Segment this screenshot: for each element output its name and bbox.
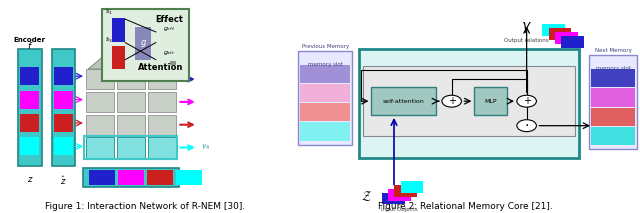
FancyBboxPatch shape xyxy=(542,24,565,36)
FancyBboxPatch shape xyxy=(54,114,73,132)
FancyBboxPatch shape xyxy=(20,114,39,132)
FancyBboxPatch shape xyxy=(118,171,144,184)
Text: ·: · xyxy=(524,119,529,133)
FancyBboxPatch shape xyxy=(20,67,39,85)
FancyBboxPatch shape xyxy=(170,61,176,65)
Text: Effect: Effect xyxy=(156,15,184,24)
FancyBboxPatch shape xyxy=(112,46,125,69)
Text: $\gamma_4$: $\gamma_4$ xyxy=(200,143,210,152)
FancyBboxPatch shape xyxy=(474,87,508,115)
Circle shape xyxy=(517,120,536,132)
Text: Figure 2: Relational Memory Core [21].: Figure 2: Relational Memory Core [21]. xyxy=(378,202,553,211)
FancyBboxPatch shape xyxy=(148,92,176,112)
Text: $\mathcal{Z}$: $\mathcal{Z}$ xyxy=(360,189,371,203)
FancyBboxPatch shape xyxy=(86,137,113,158)
FancyBboxPatch shape xyxy=(86,69,113,89)
FancyBboxPatch shape xyxy=(591,108,635,126)
Text: MLP: MLP xyxy=(484,99,497,104)
FancyBboxPatch shape xyxy=(300,103,351,121)
FancyBboxPatch shape xyxy=(117,92,145,112)
Text: $\hat{z}$: $\hat{z}$ xyxy=(60,175,67,187)
FancyBboxPatch shape xyxy=(300,84,351,102)
FancyBboxPatch shape xyxy=(176,170,202,185)
Text: memory slot: memory slot xyxy=(308,62,342,67)
FancyBboxPatch shape xyxy=(136,27,152,60)
FancyBboxPatch shape xyxy=(148,115,176,135)
FancyBboxPatch shape xyxy=(300,122,351,141)
FancyBboxPatch shape xyxy=(89,171,115,184)
Text: Figure 1: Interaction Network of R-NEM [30].: Figure 1: Interaction Network of R-NEM [… xyxy=(45,202,246,211)
FancyBboxPatch shape xyxy=(548,28,572,40)
FancyBboxPatch shape xyxy=(371,87,436,115)
FancyBboxPatch shape xyxy=(83,168,179,187)
FancyBboxPatch shape xyxy=(147,170,173,185)
FancyBboxPatch shape xyxy=(54,67,73,85)
FancyBboxPatch shape xyxy=(394,185,417,197)
FancyBboxPatch shape xyxy=(117,115,145,135)
Text: $f$: $f$ xyxy=(27,40,33,51)
FancyBboxPatch shape xyxy=(89,170,115,185)
FancyBboxPatch shape xyxy=(382,193,404,204)
FancyBboxPatch shape xyxy=(363,66,575,136)
FancyBboxPatch shape xyxy=(118,170,144,185)
FancyBboxPatch shape xyxy=(148,69,176,89)
FancyBboxPatch shape xyxy=(54,91,73,109)
Text: $g_{eff.}$: $g_{eff.}$ xyxy=(163,25,176,33)
Text: Previous Memory: Previous Memory xyxy=(301,44,349,49)
FancyBboxPatch shape xyxy=(86,115,113,135)
Text: Output relations: Output relations xyxy=(504,38,549,43)
FancyBboxPatch shape xyxy=(52,49,75,166)
FancyBboxPatch shape xyxy=(147,171,173,184)
FancyBboxPatch shape xyxy=(176,171,202,184)
FancyBboxPatch shape xyxy=(112,18,125,42)
FancyBboxPatch shape xyxy=(117,137,145,158)
Text: $\gamma$: $\gamma$ xyxy=(521,20,532,35)
FancyBboxPatch shape xyxy=(298,51,352,145)
FancyBboxPatch shape xyxy=(359,49,579,158)
Circle shape xyxy=(517,95,536,107)
FancyBboxPatch shape xyxy=(20,137,39,155)
FancyBboxPatch shape xyxy=(555,32,577,44)
Text: $\xi_{1,s}$: $\xi_{1,s}$ xyxy=(156,17,167,26)
FancyBboxPatch shape xyxy=(561,36,584,48)
Text: memory slot: memory slot xyxy=(596,66,630,71)
FancyBboxPatch shape xyxy=(300,65,351,83)
Text: $g_{att}$: $g_{att}$ xyxy=(163,49,175,57)
Text: +: + xyxy=(447,96,456,106)
Text: $z$: $z$ xyxy=(26,175,33,184)
Text: self-attention: self-attention xyxy=(383,99,424,104)
Text: Input Objects: Input Objects xyxy=(381,207,418,212)
Circle shape xyxy=(442,95,461,107)
FancyBboxPatch shape xyxy=(401,181,424,193)
FancyBboxPatch shape xyxy=(54,137,73,155)
FancyBboxPatch shape xyxy=(117,69,145,89)
Text: Attention: Attention xyxy=(138,63,184,72)
FancyBboxPatch shape xyxy=(591,69,635,87)
Text: +: + xyxy=(523,96,531,106)
Text: $g$: $g$ xyxy=(140,38,147,49)
FancyBboxPatch shape xyxy=(388,189,411,201)
FancyBboxPatch shape xyxy=(86,92,113,112)
FancyBboxPatch shape xyxy=(148,137,176,158)
FancyBboxPatch shape xyxy=(20,91,39,109)
Text: Encoder: Encoder xyxy=(14,37,46,43)
Text: Next Memory: Next Memory xyxy=(595,48,632,53)
FancyBboxPatch shape xyxy=(102,9,189,81)
Text: $\hat{s}_3$: $\hat{s}_3$ xyxy=(106,35,113,45)
FancyBboxPatch shape xyxy=(589,55,637,149)
Polygon shape xyxy=(88,54,173,69)
Text: $\hat{s}_1$: $\hat{s}_1$ xyxy=(106,7,113,17)
FancyBboxPatch shape xyxy=(591,127,635,145)
FancyBboxPatch shape xyxy=(591,88,635,106)
FancyBboxPatch shape xyxy=(18,49,42,166)
